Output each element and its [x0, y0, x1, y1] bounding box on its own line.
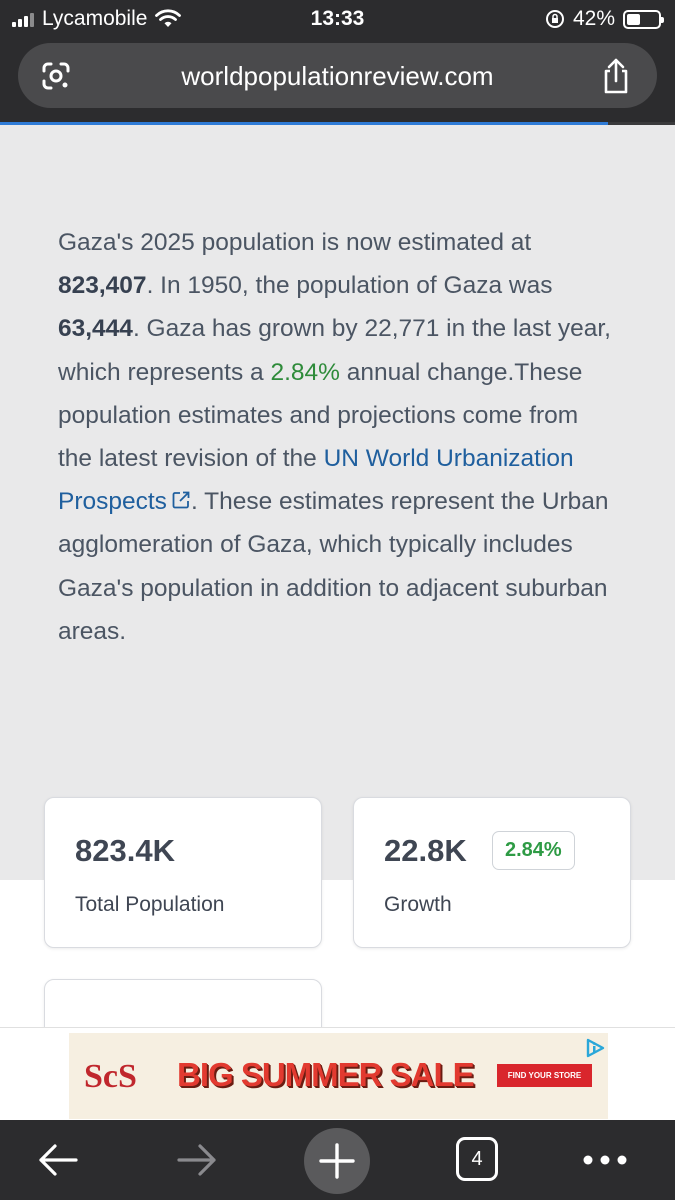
- address-bar[interactable]: worldpopulationreview.com: [18, 43, 657, 108]
- page-load-progress-track: [607, 122, 675, 125]
- plus-icon: [319, 1143, 355, 1179]
- clock: 13:33: [310, 7, 365, 30]
- growth-badge: 2.84%: [492, 831, 575, 870]
- battery-icon: [623, 9, 664, 29]
- cellular-signal-icon: [12, 11, 34, 27]
- browser-toolbar: 4: [0, 1120, 675, 1200]
- share-icon[interactable]: [599, 57, 633, 95]
- sentence-1950: . In 1950, the population of Gaza was: [146, 272, 553, 300]
- carrier-name: Lycamobile: [42, 7, 148, 30]
- growth-text: . Gaza has grown by 22,771 in the last y…: [58, 315, 611, 386]
- new-tab-button[interactable]: [304, 1128, 370, 1194]
- tab-switcher-button[interactable]: 4: [456, 1137, 498, 1181]
- intro-text: Gaza's 2025 population is now estimated …: [58, 229, 532, 256]
- adchoices-icon[interactable]: [583, 1037, 607, 1059]
- ad-cta-button[interactable]: FIND YOUR STORE: [497, 1064, 592, 1087]
- ad-logo: ScS: [84, 1058, 137, 1095]
- population-1950: 63,444: [58, 315, 133, 343]
- growth-value: 22.8K: [384, 833, 467, 868]
- google-lens-icon[interactable]: [40, 60, 72, 92]
- total-population-value: 823.4K: [75, 833, 175, 868]
- browser-address-area: worldpopulationreview.com: [0, 40, 675, 124]
- advert-banner[interactable]: ScS BIG SUMMER SALE FIND YOUR STORE: [69, 1033, 608, 1119]
- total-population-label: Total Population: [75, 893, 225, 916]
- growth-percent: 2.84%: [270, 358, 340, 386]
- article-background: [0, 125, 675, 880]
- external-link-icon: [172, 491, 190, 509]
- ad-headline: BIG SUMMER SALE: [177, 1056, 475, 1093]
- page-load-progress-bar: [0, 122, 608, 125]
- wifi-icon: [155, 9, 182, 27]
- closing-text: . These estimates represent the Urban ag…: [58, 488, 609, 645]
- orientation-lock-icon: [545, 10, 564, 28]
- source-link-label: UN World Urbanization Prospects: [58, 445, 574, 516]
- url-text[interactable]: worldpopulationreview.com: [181, 61, 494, 91]
- battery-percent: 42%: [572, 7, 615, 30]
- back-arrow-icon[interactable]: [36, 1140, 80, 1180]
- population-2025: 823,407: [58, 272, 147, 300]
- growth-card: 22.8K 2.84% Growth: [353, 797, 631, 948]
- forward-arrow-icon[interactable]: [175, 1140, 219, 1180]
- growth-label: Growth: [384, 893, 452, 916]
- status-bar: Lycamobile 13:33 42%: [0, 0, 675, 40]
- more-menu-icon[interactable]: [582, 1150, 628, 1170]
- total-population-card: 823.4K Total Population: [44, 797, 322, 948]
- un-source-link[interactable]: UN World Urbanization Prospects: [58, 445, 574, 515]
- population-summary: Gaza's 2025 population is now estimated …: [58, 221, 618, 653]
- annual-text: annual change.These population estimates…: [58, 358, 583, 473]
